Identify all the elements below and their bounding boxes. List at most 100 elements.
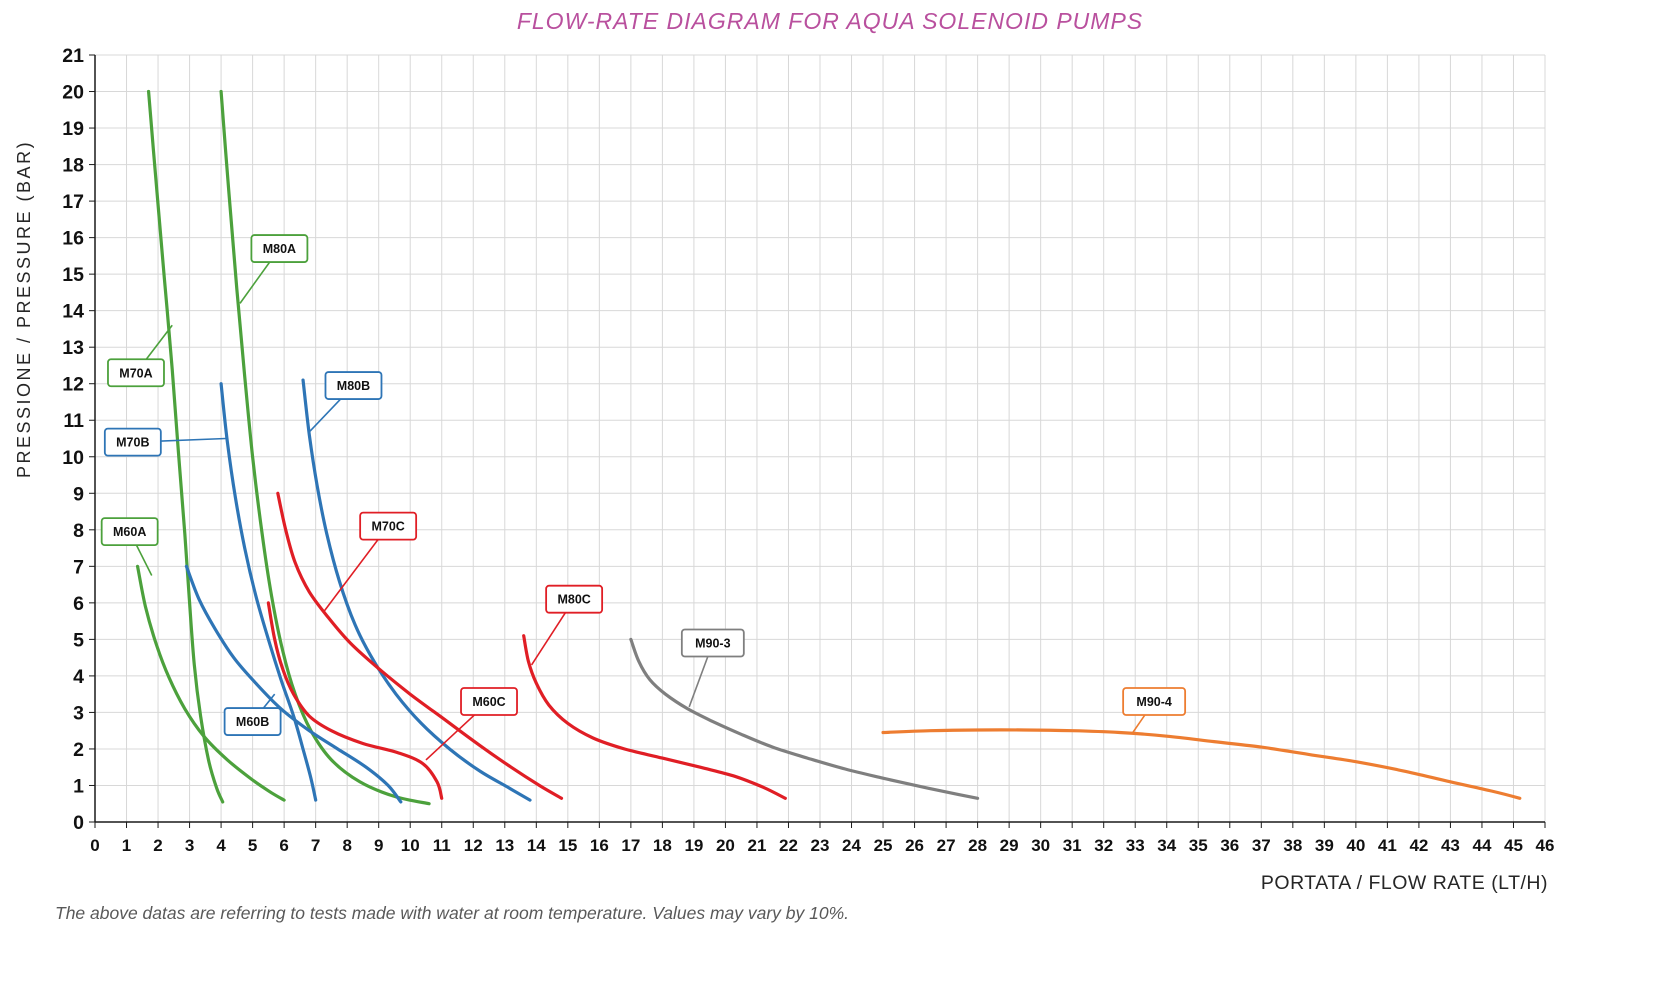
svg-text:30: 30 (1031, 836, 1050, 855)
svg-text:2: 2 (153, 836, 162, 855)
svg-text:10: 10 (62, 447, 84, 469)
svg-text:33: 33 (1126, 836, 1145, 855)
svg-text:19: 19 (684, 836, 703, 855)
svg-text:45: 45 (1504, 836, 1523, 855)
svg-text:46: 46 (1536, 836, 1555, 855)
series-callout-M90-3: M90-3 (680, 628, 745, 708)
curve-M90-3 (629, 637, 980, 800)
series-callout-text-M70A: M70A (119, 366, 152, 380)
svg-text:6: 6 (73, 593, 84, 615)
curve-M80B (301, 378, 532, 802)
series-callout-M80A: M80A (239, 234, 309, 304)
svg-text:25: 25 (874, 836, 893, 855)
svg-text:12: 12 (62, 374, 84, 396)
grid-lines (94, 54, 1546, 823)
svg-text:35: 35 (1189, 836, 1208, 855)
svg-text:11: 11 (63, 410, 84, 432)
svg-text:42: 42 (1409, 836, 1428, 855)
x-tick-labels: 0 1 2 3 4 5 6 7 8 9 10 11 12 13 14 15 16 17 18 19 20 21 22 23 24… (90, 836, 1554, 855)
svg-text:5: 5 (248, 836, 257, 855)
series-callout-text-M60A: M60A (113, 525, 146, 539)
svg-text:34: 34 (1157, 836, 1176, 855)
curve-M60B (184, 564, 403, 804)
svg-text:2: 2 (73, 739, 84, 761)
svg-text:15: 15 (62, 264, 84, 286)
svg-text:4: 4 (216, 836, 226, 855)
x-axis-label: PORTATA / FLOW RATE (LT/H) (1260, 872, 1548, 894)
svg-text:17: 17 (62, 191, 84, 213)
series-callout-M80B: M80B (309, 371, 383, 432)
svg-text:24: 24 (842, 836, 861, 855)
svg-text:38: 38 (1283, 836, 1302, 855)
svg-text:14: 14 (527, 836, 546, 855)
svg-text:15: 15 (558, 836, 577, 855)
svg-text:4: 4 (73, 666, 84, 688)
svg-text:8: 8 (342, 836, 351, 855)
svg-text:13: 13 (62, 337, 84, 359)
series-callout-M70A: M70A (107, 324, 173, 388)
svg-text:3: 3 (73, 702, 84, 724)
series-callout-text-M90-4: M90-4 (1136, 695, 1171, 709)
svg-text:41: 41 (1378, 836, 1397, 855)
svg-text:16: 16 (62, 228, 84, 250)
curve-M70B (219, 382, 318, 802)
svg-text:14: 14 (62, 301, 84, 323)
svg-text:19: 19 (62, 118, 84, 140)
svg-text:8: 8 (73, 520, 84, 542)
svg-text:23: 23 (811, 836, 830, 855)
svg-text:16: 16 (590, 836, 609, 855)
series-callout-text-M80B: M80B (337, 379, 370, 393)
series-callout-text-M70B: M70B (116, 436, 149, 450)
series-callout-M70B: M70B (103, 427, 226, 457)
svg-text:9: 9 (73, 483, 84, 505)
svg-text:28: 28 (968, 836, 987, 855)
series-callout-M60C: M60C (425, 687, 518, 761)
svg-text:3: 3 (185, 836, 194, 855)
svg-text:11: 11 (433, 836, 451, 855)
svg-text:12: 12 (464, 836, 483, 855)
svg-text:21: 21 (747, 836, 766, 855)
series-callout-M80C: M80C (530, 584, 604, 666)
svg-text:1: 1 (73, 775, 84, 797)
footnote-text: The above datas are referring to tests m… (55, 903, 850, 923)
svg-text:26: 26 (905, 836, 924, 855)
y-axis-label: PRESSIONE / PRESSURE (BAR) (14, 139, 34, 478)
series-callout-M90-4: M90-4 (1122, 687, 1187, 735)
series-callout-text-M90-3: M90-3 (695, 637, 730, 651)
svg-text:36: 36 (1220, 836, 1239, 855)
svg-text:20: 20 (716, 836, 735, 855)
svg-text:0: 0 (73, 812, 84, 834)
curve-M70A (146, 89, 225, 804)
svg-text:18: 18 (653, 836, 672, 855)
curve-M90-4 (881, 728, 1522, 800)
axis-tick-marks (89, 54, 1546, 828)
svg-text:22: 22 (779, 836, 798, 855)
curve-M80C (522, 634, 787, 800)
svg-text:10: 10 (401, 836, 420, 855)
svg-text:44: 44 (1472, 836, 1491, 855)
svg-text:17: 17 (621, 836, 640, 855)
curve-M60A (135, 564, 286, 802)
series-callout-text-M80A: M80A (263, 242, 296, 256)
series-callout-M70C: M70C (322, 511, 418, 613)
chart-title: FLOW-RATE DIAGRAM FOR AQUA SOLENOID PUMP… (516, 8, 1144, 34)
series-callout-M60B: M60B (223, 693, 282, 736)
curve-M60C (266, 601, 444, 800)
svg-text:18: 18 (62, 155, 84, 177)
svg-text:13: 13 (495, 836, 514, 855)
svg-text:31: 31 (1063, 836, 1082, 855)
svg-text:7: 7 (311, 836, 320, 855)
svg-text:21: 21 (62, 45, 84, 67)
svg-text:9: 9 (374, 836, 383, 855)
svg-text:40: 40 (1346, 836, 1365, 855)
svg-text:20: 20 (62, 82, 84, 104)
series-callout-M60A: M60A (100, 517, 159, 576)
svg-text:5: 5 (73, 629, 84, 651)
series-callout-text-M80C: M80C (557, 593, 590, 607)
svg-text:27: 27 (937, 836, 956, 855)
series-callout-text-M60C: M60C (472, 695, 505, 709)
svg-text:43: 43 (1441, 836, 1460, 855)
series-callout-text-M70C: M70C (371, 520, 404, 534)
